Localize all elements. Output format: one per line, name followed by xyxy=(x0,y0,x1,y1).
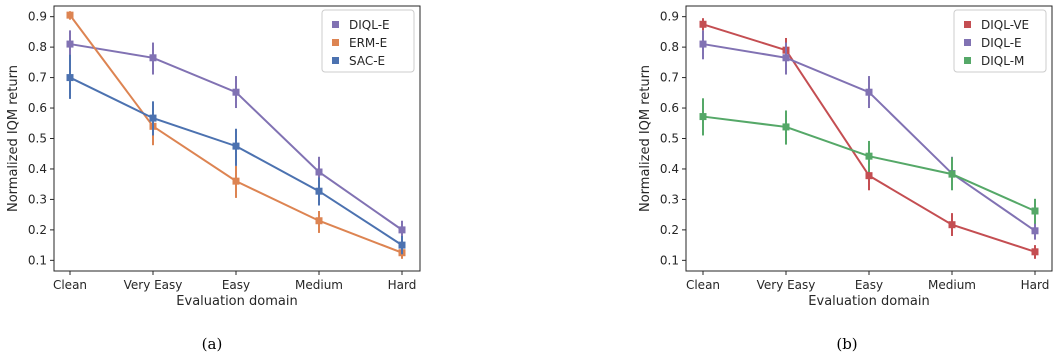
x-tick-label: Hard xyxy=(388,278,417,292)
legend-marker xyxy=(964,57,971,64)
y-tick-label: 0.2 xyxy=(660,223,679,237)
data-point xyxy=(149,54,157,62)
legend-label: ERM-E xyxy=(349,36,387,50)
y-tick-label: 0.5 xyxy=(660,132,679,146)
chart-panel-a: 0.1 0.2 0.3 0.4 0.5 0.6 0.7 0.8 0.9 Clean Very Eas… xyxy=(6,5,421,353)
y-tick-label: 0.1 xyxy=(28,253,47,267)
data-point xyxy=(232,177,240,185)
x-tick-label: Easy xyxy=(855,278,883,292)
data-point xyxy=(782,123,790,131)
legend-label: DIQL-M xyxy=(981,54,1024,68)
y-tick-label: 0.7 xyxy=(660,71,679,85)
figure-caption: (a) xyxy=(202,335,223,353)
series-sac-e xyxy=(66,54,406,255)
x-tick-label: Clean xyxy=(686,278,720,292)
y-tick-label: 0.3 xyxy=(28,192,47,206)
legend-label: DIQL-VE xyxy=(981,18,1029,32)
data-point xyxy=(1031,248,1039,256)
y-tick-label: 0.6 xyxy=(660,101,679,115)
data-point xyxy=(66,11,74,19)
y-axis-label: Normalized IQM return xyxy=(638,65,653,212)
y-tick-label: 0.1 xyxy=(660,253,679,267)
data-point xyxy=(948,170,956,178)
y-tick-label: 0.4 xyxy=(28,162,47,176)
data-point xyxy=(699,40,707,48)
data-point xyxy=(398,241,406,249)
legend-label: DIQL-E xyxy=(981,36,1022,50)
figure-caption: (b) xyxy=(836,335,857,353)
data-point xyxy=(948,221,956,229)
y-tick-label: 0.2 xyxy=(28,223,47,237)
data-point xyxy=(1031,227,1039,235)
data-point xyxy=(865,152,873,160)
legend-box xyxy=(953,9,1047,73)
legend: DIQL-VE DIQL-E DIQL-M xyxy=(953,9,1047,73)
legend-label: DIQL-E xyxy=(349,18,390,32)
legend-marker xyxy=(332,39,339,46)
data-point xyxy=(398,226,406,234)
data-point xyxy=(66,40,74,48)
x-tick-label: Medium xyxy=(295,278,343,292)
data-point xyxy=(149,114,157,122)
data-point xyxy=(66,74,74,82)
y-tick-label: 0.5 xyxy=(28,132,47,146)
series-diql-m xyxy=(699,98,1039,224)
data-point xyxy=(232,88,240,96)
data-point xyxy=(865,88,873,96)
data-point xyxy=(699,113,707,121)
y-tick-label: 0.7 xyxy=(28,71,47,85)
legend: DIQL-E ERM-E SAC-E xyxy=(321,9,415,73)
x-tick-label: Very Easy xyxy=(757,278,816,292)
y-tick-label: 0.6 xyxy=(28,101,47,115)
legend-marker xyxy=(964,39,971,46)
y-tick-label: 0.8 xyxy=(660,40,679,54)
x-tick-label: Easy xyxy=(222,278,250,292)
y-tick-label: 0.8 xyxy=(28,40,47,54)
legend-marker xyxy=(964,21,971,28)
y-tick-label: 0.9 xyxy=(660,10,679,24)
legend-label: SAC-E xyxy=(349,54,385,68)
data-point xyxy=(1031,207,1039,215)
data-point xyxy=(315,187,323,195)
x-axis-label: Evaluation domain xyxy=(808,294,929,309)
data-point xyxy=(315,168,323,176)
data-point xyxy=(315,217,323,225)
y-tick-label: 0.9 xyxy=(28,10,47,24)
data-point xyxy=(865,172,873,180)
legend-box xyxy=(321,9,415,73)
x-axis-label: Evaluation domain xyxy=(176,294,297,309)
x-tick-label: Clean xyxy=(53,278,87,292)
x-tick-label: Hard xyxy=(1021,278,1050,292)
legend-marker xyxy=(332,57,339,64)
y-tick-label: 0.4 xyxy=(660,162,679,176)
x-tick-label: Medium xyxy=(928,278,976,292)
legend-marker xyxy=(332,21,339,28)
y-axis-label: Normalized IQM return xyxy=(6,65,21,212)
data-point xyxy=(782,54,790,62)
x-tick-label: Very Easy xyxy=(124,278,183,292)
chart-panel-b: 0.1 0.2 0.3 0.4 0.5 0.6 0.7 0.8 0.9 Clean Very Eas… xyxy=(638,5,1053,353)
y-tick-label: 0.3 xyxy=(660,192,679,206)
data-point xyxy=(699,20,707,28)
data-point xyxy=(232,142,240,150)
